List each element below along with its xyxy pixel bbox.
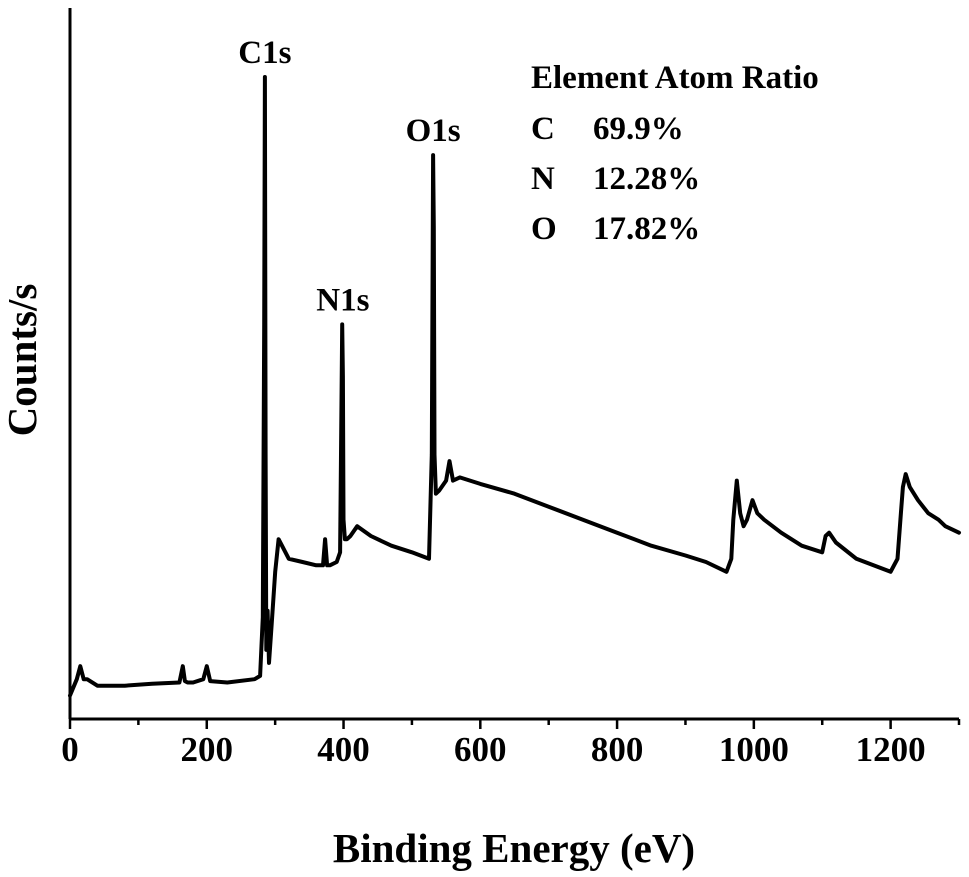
atom-row-c-element: C xyxy=(531,111,555,147)
x-tick-label: 200 xyxy=(181,730,234,769)
atom-table-header: Element Atom Ratio xyxy=(531,60,819,96)
y-axis-label: Counts/s xyxy=(0,284,45,437)
x-tick-label: 800 xyxy=(591,730,644,769)
x-axis-label: Binding Energy (eV) xyxy=(333,825,695,871)
atom-row-o-element: O xyxy=(531,211,557,247)
peak-label-n1s: N1s xyxy=(316,282,369,318)
atom-row-o-ratio: 17.82% xyxy=(593,211,700,247)
x-tick-label: 1000 xyxy=(719,730,789,769)
peak-annotations: C1s N1s O1s xyxy=(238,35,460,318)
plot-frame xyxy=(68,8,959,721)
atom-ratio-table: Element Atom Ratio C 69.9% N 12.28% O 17… xyxy=(531,60,819,247)
x-tick-label: 1200 xyxy=(856,730,926,769)
atom-row-n-element: N xyxy=(531,161,555,197)
atom-row-c-ratio: 69.9% xyxy=(593,111,684,147)
x-tick-label: 400 xyxy=(317,730,370,769)
x-axis-ticks xyxy=(68,719,961,729)
series-layer xyxy=(68,75,961,698)
peak-label-o1s: O1s xyxy=(406,113,461,149)
x-axis-tick-labels: 0 200 400 600 800 1000 1200 xyxy=(61,730,925,769)
peak-label-c1s: C1s xyxy=(238,35,291,71)
atom-row-n-ratio: 12.28% xyxy=(593,161,700,197)
x-tick-label: 0 xyxy=(61,730,79,769)
x-tick-label: 600 xyxy=(454,730,507,769)
xps-spectrum-line xyxy=(68,75,961,698)
